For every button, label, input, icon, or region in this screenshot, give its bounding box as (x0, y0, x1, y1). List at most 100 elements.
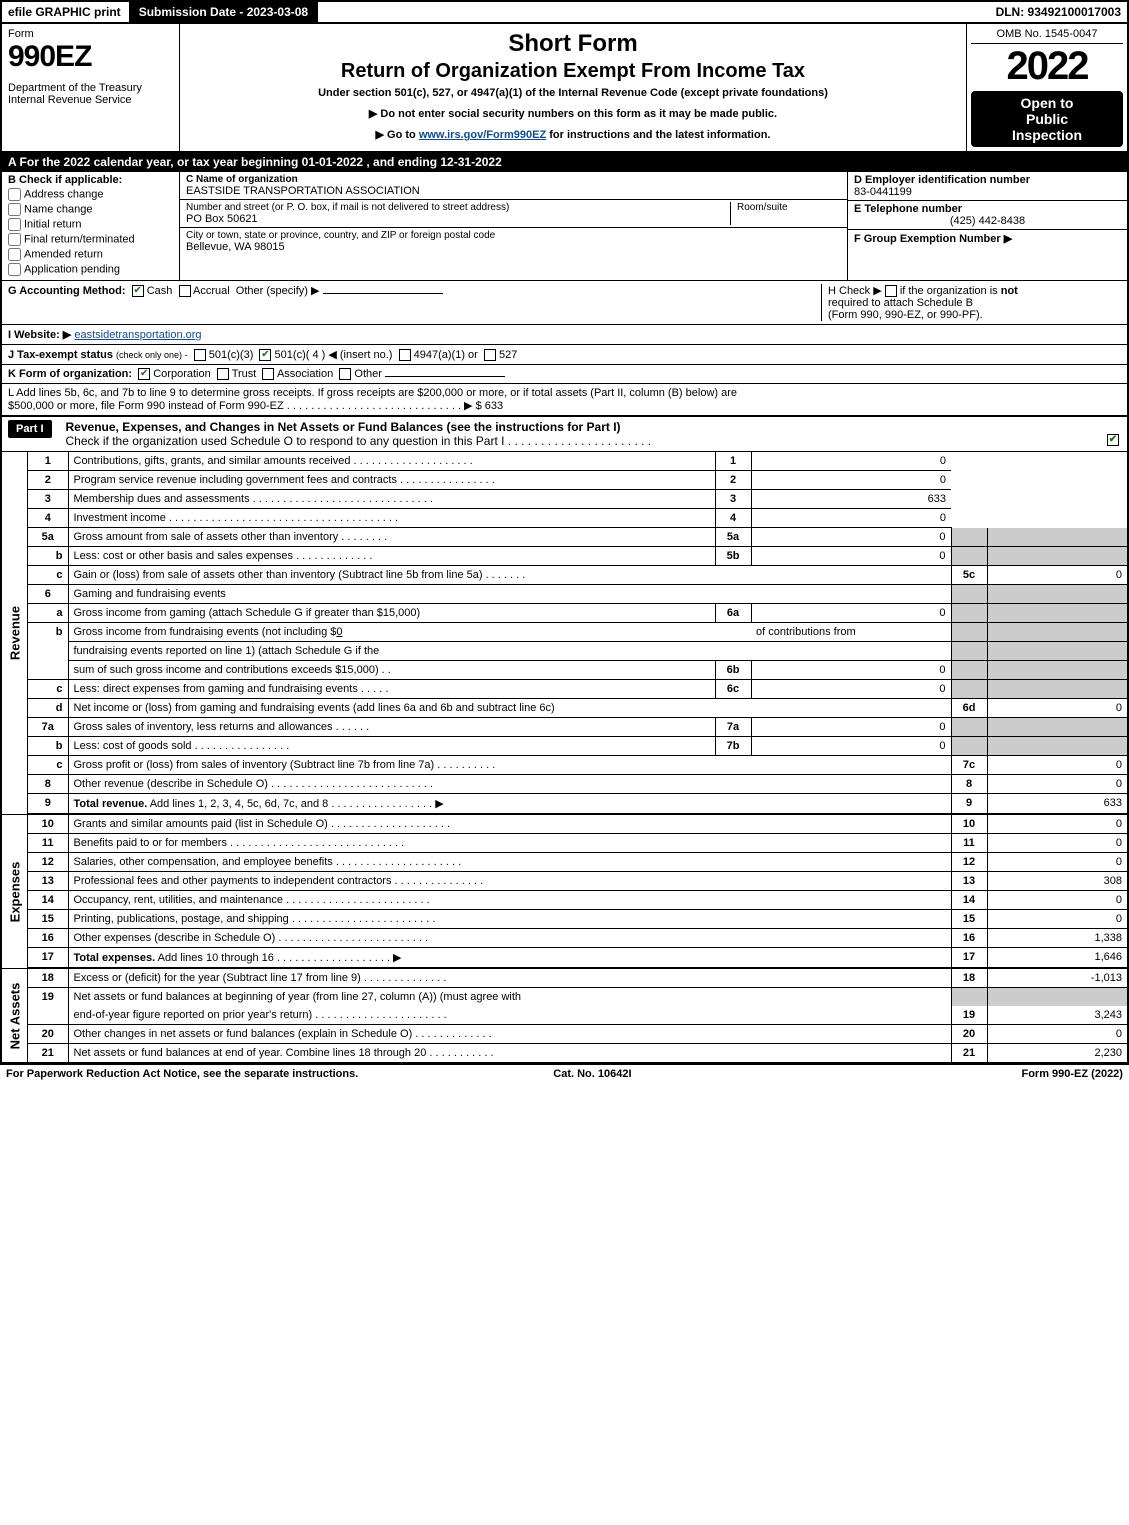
box-g-label: G Accounting Method: (8, 285, 126, 297)
line-15: 15Printing, publications, postage, and s… (28, 910, 1127, 929)
chk-501c3[interactable] (194, 349, 206, 361)
h-line2: required to attach Schedule B (828, 297, 1121, 309)
part-i-title-text: Revenue, Expenses, and Changes in Net As… (66, 420, 621, 434)
form-number: 990EZ (8, 40, 173, 74)
box-e-label: E Telephone number (854, 203, 1121, 215)
chk-address-label: Address change (24, 188, 104, 200)
street-label: Number and street (or P. O. box, if mail… (186, 202, 724, 213)
ein: 83-0441199 (854, 186, 1121, 198)
501c3-label: 501(c)(3) (209, 349, 254, 361)
netassets-sidetab: Net Assets (2, 969, 28, 1063)
line-6b-1: b Gross income from fundraising events (… (28, 623, 1127, 642)
top-bar: efile GRAPHIC print Submission Date - 20… (0, 0, 1129, 24)
expenses-section: Expenses 10Grants and similar amounts pa… (0, 815, 1129, 969)
phone: (425) 442-8438 (854, 215, 1121, 227)
footer-center: Cat. No. 10642I (553, 1068, 631, 1080)
line-6d: dNet income or (loss) from gaming and fu… (28, 699, 1127, 718)
box-e: E Telephone number (425) 442-8438 (848, 201, 1127, 230)
chk-assoc[interactable] (262, 368, 274, 380)
line-20: 20Other changes in net assets or fund ba… (28, 1025, 1127, 1044)
insp3: Inspection (973, 127, 1121, 143)
line-6b-2: fundraising events reported on line 1) (… (28, 642, 1127, 661)
line-12: 12Salaries, other compensation, and empl… (28, 853, 1127, 872)
room-label: Room/suite (737, 202, 841, 213)
part-i-check-note: Check if the organization used Schedule … (66, 434, 652, 448)
chk-initial-label: Initial return (24, 218, 81, 230)
netassets-table: 18Excess or (deficit) for the year (Subt… (28, 969, 1127, 1063)
irs-link[interactable]: www.irs.gov/Form990EZ (419, 129, 546, 141)
chk-pending[interactable]: Application pending (8, 263, 173, 276)
box-d: D Employer identification number 83-0441… (848, 172, 1127, 201)
chk-final[interactable]: Final return/terminated (8, 233, 173, 246)
line-4: 4Investment income . . . . . . . . . . .… (28, 509, 1127, 528)
box-j: J Tax-exempt status (check only one) - 5… (0, 345, 1129, 365)
line-6c: cLess: direct expenses from gaming and f… (28, 680, 1127, 699)
revenue-section: Revenue 1Contributions, gifts, grants, a… (0, 452, 1129, 815)
chk-corp[interactable] (138, 368, 150, 380)
netassets-section: Net Assets 18Excess or (deficit) for the… (0, 969, 1129, 1065)
line-11: 11Benefits paid to or for members . . . … (28, 834, 1127, 853)
chk-amended[interactable]: Amended return (8, 248, 173, 261)
line-18: 18Excess or (deficit) for the year (Subt… (28, 969, 1127, 988)
h-not: not (1001, 285, 1018, 297)
section-a: A For the 2022 calendar year, or tax yea… (0, 153, 1129, 172)
line-5b: bLess: cost or other basis and sales exp… (28, 547, 1127, 566)
org-name: EASTSIDE TRANSPORTATION ASSOCIATION (186, 185, 420, 197)
other-input[interactable] (323, 293, 443, 294)
irs: Internal Revenue Service (8, 94, 173, 106)
501c-label: 501(c)( 4 ) ◀ (insert no.) (275, 349, 393, 361)
chk-other-org[interactable] (339, 368, 351, 380)
chk-pending-label: Application pending (24, 263, 120, 275)
title-short-form: Short Form (188, 30, 958, 58)
527-label: 527 (499, 349, 517, 361)
footer-right: Form 990-EZ (2022) (1021, 1068, 1123, 1080)
chk-accrual[interactable] (179, 285, 191, 297)
chk-h[interactable] (885, 285, 897, 297)
chk-cash[interactable] (132, 285, 144, 297)
other-org-label: Other (354, 368, 382, 380)
box-f: F Group Exemption Number ▶ (848, 230, 1127, 247)
line-8: 8Other revenue (describe in Schedule O) … (28, 775, 1127, 794)
box-c-label: C Name of organization (186, 174, 420, 185)
line-21: 21Net assets or fund balances at end of … (28, 1044, 1127, 1063)
box-i-label: I Website: ▶ (8, 329, 71, 341)
trust-label: Trust (232, 368, 257, 380)
chk-501c[interactable] (259, 349, 271, 361)
4947-label: 4947(a)(1) or (414, 349, 478, 361)
chk-4947[interactable] (399, 349, 411, 361)
line-5c: cGain or (loss) from sale of assets othe… (28, 566, 1127, 585)
line-7a: 7aGross sales of inventory, less returns… (28, 718, 1127, 737)
revenue-sidetab: Revenue (2, 452, 28, 815)
box-def: D Employer identification number 83-0441… (847, 172, 1127, 280)
box-g: G Accounting Method: Cash Accrual Other … (8, 284, 821, 321)
city-label: City or town, state or province, country… (186, 230, 495, 241)
part-i-tag: Part I (8, 420, 52, 438)
line-14: 14Occupancy, rent, utilities, and mainte… (28, 891, 1127, 910)
omb-number: OMB No. 1545-0047 (971, 28, 1123, 44)
city-value: Bellevue, WA 98015 (186, 241, 495, 253)
form-word: Form (8, 28, 173, 40)
street-cell: Number and street (or P. O. box, if mail… (180, 200, 847, 228)
website-link[interactable]: eastsidetransportation.org (74, 329, 201, 341)
line-13: 13Professional fees and other payments t… (28, 872, 1127, 891)
line-10: 10Grants and similar amounts paid (list … (28, 815, 1127, 834)
box-j-label: J Tax-exempt status (8, 349, 113, 361)
box-k-label: K Form of organization: (8, 368, 132, 380)
line-7c: cGross profit or (loss) from sales of in… (28, 756, 1127, 775)
chk-schedule-o[interactable] (1107, 434, 1119, 446)
expenses-table: 10Grants and similar amounts paid (list … (28, 815, 1127, 969)
chk-trust[interactable] (217, 368, 229, 380)
line-6: 6Gaming and fundraising events (28, 585, 1127, 604)
chk-final-label: Final return/terminated (24, 233, 135, 245)
other-specify: Other (specify) ▶ (236, 285, 320, 297)
box-h: H Check ▶ if the organization is not req… (821, 284, 1121, 321)
h-pre: H Check ▶ (828, 285, 885, 297)
line-1: 1Contributions, gifts, grants, and simil… (28, 452, 1127, 471)
subtitle: Under section 501(c), 527, or 4947(a)(1)… (188, 87, 958, 99)
line-6b-3: sum of such gross income and contributio… (28, 661, 1127, 680)
chk-name[interactable]: Name change (8, 203, 173, 216)
chk-initial[interactable]: Initial return (8, 218, 173, 231)
chk-527[interactable] (484, 349, 496, 361)
chk-address[interactable]: Address change (8, 188, 173, 201)
other-org-input[interactable] (385, 376, 505, 377)
